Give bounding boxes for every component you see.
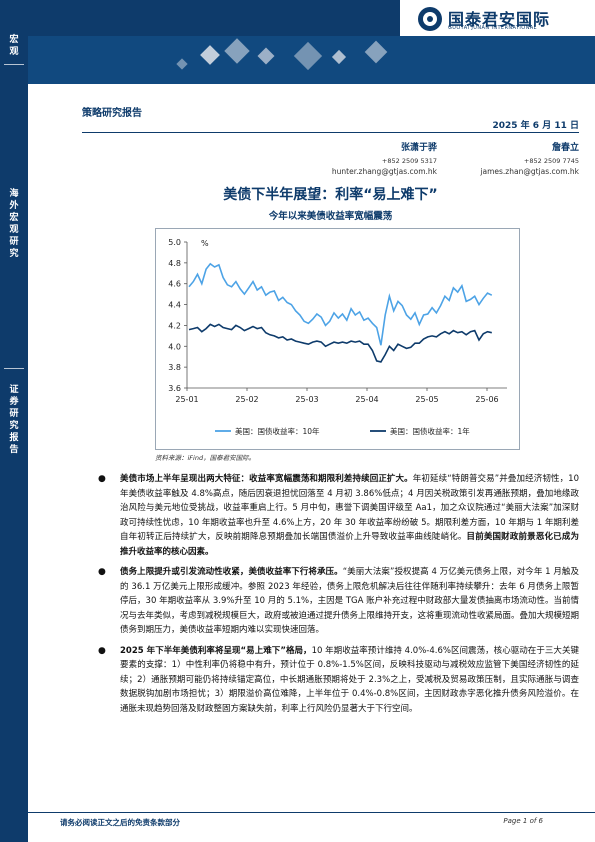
logo-icon xyxy=(418,7,442,31)
sidebar-char: 券 xyxy=(9,397,19,407)
company-logo: 国泰君安国际 GUOTAI JUNAN INTERNATIONAL xyxy=(400,0,595,36)
divider xyxy=(82,132,579,133)
x-tick-label: 25-05 xyxy=(415,395,438,404)
author-2: 詹春立 +852 2509 7745 james.zhan@gtjas.com.… xyxy=(480,140,579,176)
y-tick-label: 3.6 xyxy=(168,384,181,393)
author-phone: +852 2509 5317 xyxy=(381,157,437,165)
sidebar-divider xyxy=(4,64,24,65)
sidebar-char: 证 xyxy=(9,385,19,395)
author-phone: +852 2509 7745 xyxy=(523,157,579,165)
sidebar-char: 观 xyxy=(9,47,19,57)
logo-text-cn: 国泰君安国际 xyxy=(448,10,551,29)
x-tick-label: 25-06 xyxy=(475,395,498,404)
sidebar-char: 宏 xyxy=(9,35,19,45)
x-tick-label: 25-02 xyxy=(235,395,258,404)
bullet-dot-icon: ● xyxy=(98,567,106,577)
sidebar-char: 告 xyxy=(9,445,19,455)
author-1: 张潇于骅 +852 2509 5317 hunter.zhang@gtjas.c… xyxy=(332,140,437,176)
y-tick-label: 3.8 xyxy=(168,363,181,372)
logo-text-en: GUOTAI JUNAN INTERNATIONAL xyxy=(448,25,537,31)
bullet-lead: 美债市场上半年呈现出两大特征：收益率宽幅震荡和期限利差持续回正扩大。 xyxy=(120,474,413,484)
sidebar-char: 究 xyxy=(9,421,19,431)
report-date: 2025 年 6 月 11 日 xyxy=(492,121,579,131)
y-tick-label: 4.2 xyxy=(168,321,181,330)
footer-divider xyxy=(28,812,595,813)
sidebar-char: 研 xyxy=(9,237,19,247)
sidebar-char: 外 xyxy=(9,201,19,211)
bullet-item: ● 债务上限提升或引发流动性收紧，美债收益率下行将承压。“美丽大法案”授权提高 … xyxy=(98,565,580,638)
author-name: 詹春立 xyxy=(551,143,579,153)
yield-chart: 5.0 4.8 4.6 4.4 4.2 4.0 3.8 3.6% 25-01 25-02 25-03… xyxy=(155,228,520,450)
page-number: Page 1 of 6 xyxy=(503,817,543,825)
legend-label: 美国：国债收益率：10年 xyxy=(235,426,320,436)
report-title: 美债下半年展望：利率“易上难下” xyxy=(223,187,438,203)
author-name: 张潇于骅 xyxy=(400,143,437,153)
sidebar-char: 报 xyxy=(9,433,19,443)
bullet-body: 年初延续“特朗普交易”并叠加经济韧性，10 年美债收益率触及 4.8%高点，随后… xyxy=(120,474,579,542)
source-note: 资料来源：iFind，国泰君安国际。 xyxy=(155,454,256,462)
bullet-tail: 目前美国财政前景恶化已成为推升收益率的核心因素。 xyxy=(120,532,579,557)
sidebar-section-overseas: 海外宏观研究 xyxy=(0,188,28,260)
y-tick-label: 4.8 xyxy=(168,259,181,268)
report-type: 策略研究报告 xyxy=(82,108,142,119)
y-tick-label: 5.0 xyxy=(168,238,181,247)
disclaimer-note: 请务必阅读正文之后的免责条款部分 xyxy=(60,818,180,827)
y-axis-unit: % xyxy=(201,239,209,248)
bullet-dot-icon: ● xyxy=(98,645,106,656)
y-tick-label: 4.6 xyxy=(168,280,181,289)
bullet-item: ● 美债市场上半年呈现出两大特征：收益率宽幅震荡和期限利差持续回正扩大。年初延续… xyxy=(98,472,579,559)
x-tick-label: 25-03 xyxy=(295,395,318,404)
bullet-lead: 债务上限提升或引发流动性收紧，美债收益率下行将承压。 xyxy=(120,567,343,577)
left-sidebar xyxy=(0,0,28,842)
chart-svg: 5.0 4.8 4.6 4.4 4.2 4.0 3.8 3.6% 25-01 25-02 25-03… xyxy=(155,228,520,450)
author-email[interactable]: hunter.zhang@gtjas.com.hk xyxy=(331,167,437,176)
sidebar-char: 海 xyxy=(9,189,19,199)
series-line-1 xyxy=(188,262,493,346)
sidebar-char: 研 xyxy=(9,409,19,419)
legend-label: 美国：国债收益率：1年 xyxy=(390,426,470,436)
sidebar-char: 宏 xyxy=(9,213,19,223)
sidebar-char: 观 xyxy=(9,225,19,235)
bullet-item: ● 2025 年下半年美债利率将呈现“易上难下”格局，10 年期收益率预计维持 … xyxy=(98,644,579,717)
bullet-body: “美丽大法案”授权提高 4 万亿美元债务上限，对今年 1 月触及的 36.1 万… xyxy=(120,567,580,635)
chart-frame xyxy=(155,228,520,450)
x-tick-label: 25-01 xyxy=(175,395,198,404)
sidebar-section-report: 证券研究报告 xyxy=(0,384,28,456)
bullet-dot-icon: ● xyxy=(98,474,106,484)
bullet-lead: 2025 年下半年美债利率将呈现“易上难下”格局， xyxy=(120,645,312,656)
sidebar-section-macro: 宏观 xyxy=(0,34,28,58)
y-tick-label: 4.4 xyxy=(168,301,181,310)
bullet-list: ● 美债市场上半年呈现出两大特征：收益率宽幅震荡和期限利差持续回正扩大。年初延续… xyxy=(98,472,580,722)
bullet-body: 10 年期收益率预计维持 4.0%-4.6%区间震荡，核心驱动在于三大关键要素的… xyxy=(120,645,579,714)
series-line-2 xyxy=(188,323,492,363)
sidebar-char: 究 xyxy=(9,249,19,259)
chart-subtitle: 今年以来美债收益率宽幅震荡 xyxy=(268,211,393,222)
author-email[interactable]: james.zhan@gtjas.com.hk xyxy=(480,167,579,176)
x-tick-label: 25-04 xyxy=(355,395,378,404)
header-banner: 国泰君安国际 GUOTAI JUNAN INTERNATIONAL xyxy=(28,0,595,84)
y-tick-label: 4.0 xyxy=(168,342,181,351)
sidebar-divider xyxy=(4,368,24,369)
